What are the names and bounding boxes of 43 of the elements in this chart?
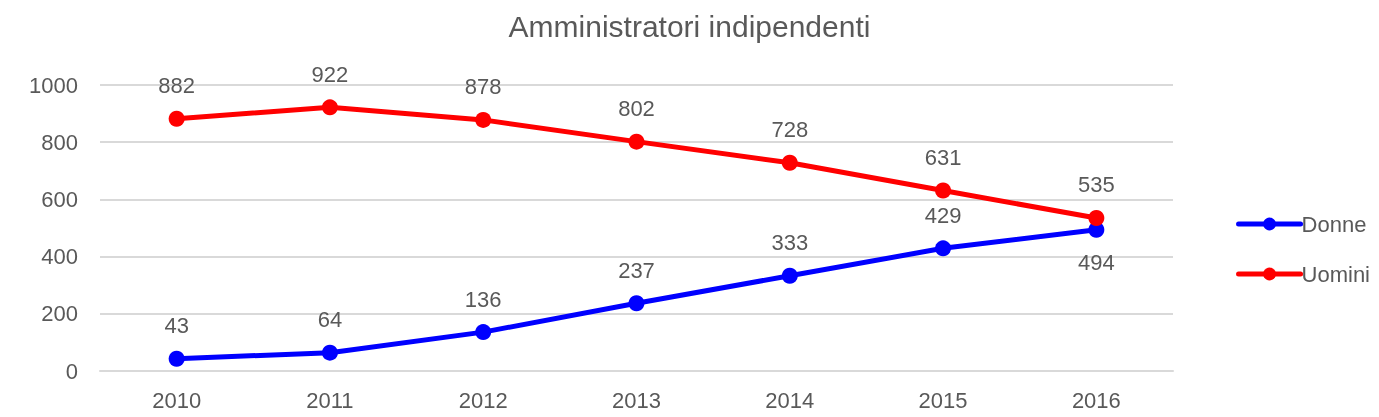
data-label: 882	[158, 73, 195, 99]
x-tick-label: 2013	[612, 387, 661, 413]
point	[168, 110, 185, 127]
point	[321, 344, 338, 361]
data-label: 922	[311, 61, 349, 87]
data-label: 535	[1078, 172, 1115, 198]
point	[1088, 209, 1105, 226]
data-label: 631	[924, 145, 962, 171]
x-tick-label: 2015	[918, 387, 968, 413]
y-tick-label: 0	[65, 358, 78, 384]
data-label: 429	[924, 202, 962, 228]
point	[935, 182, 952, 199]
data-label: 333	[771, 230, 809, 256]
x-tick-label: 2014	[765, 387, 815, 413]
data-label: 237	[618, 257, 655, 283]
y-tick-label: 200	[41, 301, 78, 327]
x-tick-label: 2010	[152, 387, 202, 413]
point	[475, 324, 492, 341]
point	[781, 267, 798, 284]
data-label: 802	[618, 96, 655, 122]
x-tick-label: 2012	[458, 387, 508, 413]
data-label: 43	[164, 313, 189, 339]
legend-label: Donne	[1301, 211, 1367, 237]
legend-label: Uomini	[1301, 261, 1371, 287]
point	[321, 99, 338, 116]
point	[475, 111, 492, 128]
data-label: 64	[317, 307, 343, 333]
y-tick-label: 800	[41, 129, 78, 155]
data-label: 728	[771, 117, 809, 143]
y-tick-label: 600	[41, 186, 78, 212]
chart-title: Amministratori indipendenti	[508, 9, 871, 43]
data-label: 136	[464, 286, 502, 312]
data-label: 494	[1078, 250, 1115, 276]
point	[935, 240, 952, 257]
x-tick-label: 2016	[1071, 387, 1121, 413]
point	[781, 154, 798, 171]
data-label: 878	[464, 74, 502, 100]
point	[628, 133, 645, 150]
x-tick-label: 2011	[306, 387, 354, 413]
point	[168, 350, 185, 367]
y-tick-label: 1000	[29, 72, 78, 98]
y-tick-label: 400	[41, 244, 78, 270]
point	[628, 295, 645, 312]
